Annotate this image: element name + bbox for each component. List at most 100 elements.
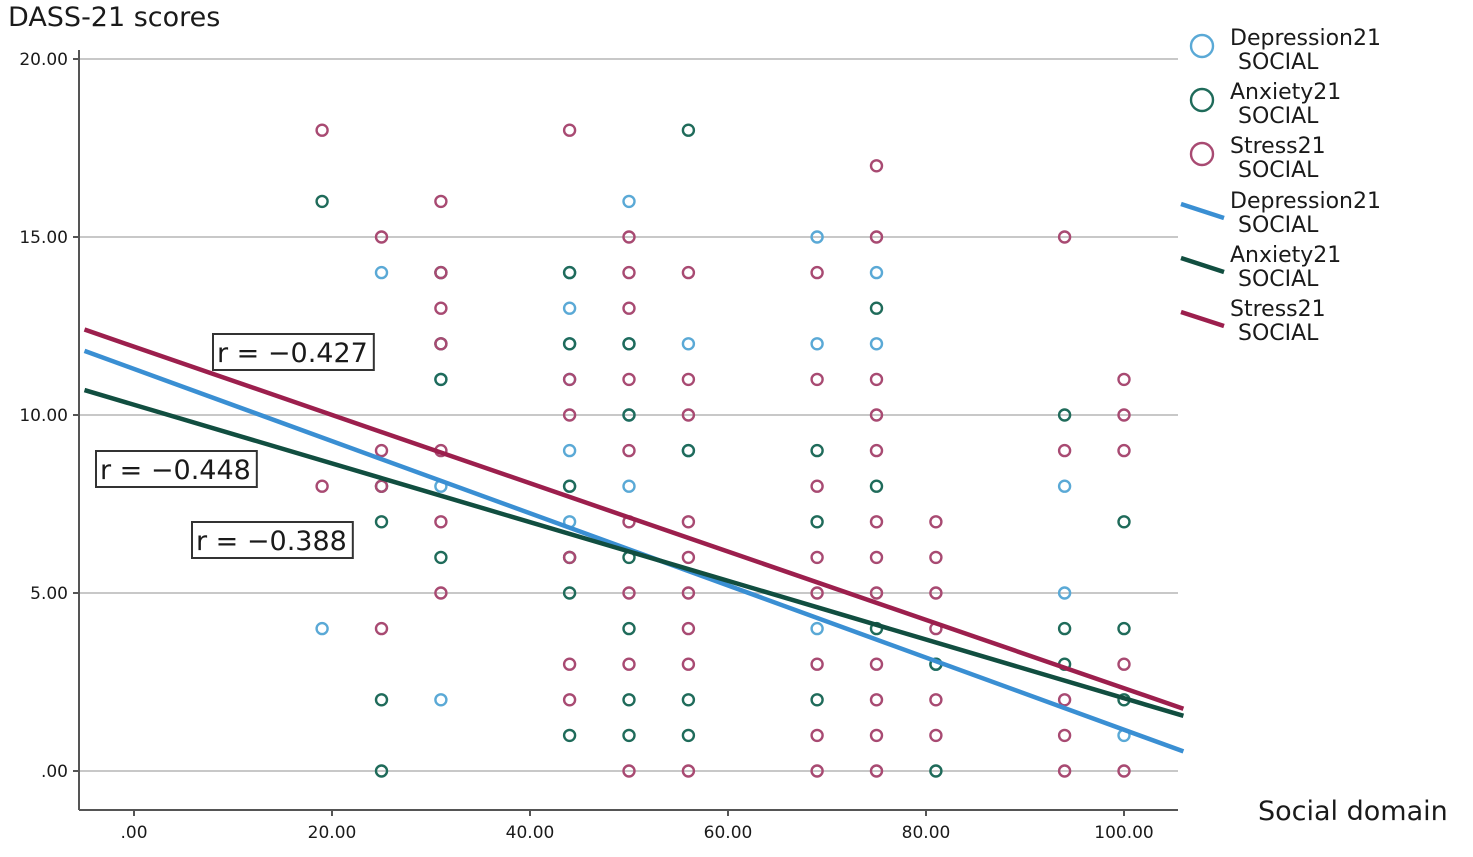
depression-point bbox=[622, 194, 636, 209]
stress-point bbox=[434, 194, 448, 209]
anxiety-point bbox=[810, 515, 824, 529]
anxiety-point bbox=[869, 301, 884, 315]
stress-point bbox=[374, 621, 389, 636]
stress-point bbox=[869, 372, 884, 387]
legend-marker-label-2: SOCIAL bbox=[1238, 104, 1319, 129]
stress-point bbox=[1117, 372, 1131, 387]
stress-point bbox=[562, 123, 577, 137]
stress-point bbox=[434, 515, 448, 529]
stress-point bbox=[1057, 230, 1072, 244]
stress-point bbox=[681, 515, 696, 529]
x-tick-label: 100.00 bbox=[1094, 823, 1153, 843]
stress-point bbox=[622, 586, 636, 600]
stress-point bbox=[869, 693, 884, 707]
stress-r-box bbox=[212, 333, 375, 371]
anxiety-point bbox=[434, 550, 448, 565]
depression-point bbox=[434, 693, 448, 707]
legend-line-label-2: SOCIAL bbox=[1238, 267, 1319, 292]
stress-point bbox=[562, 372, 577, 387]
y-tick-label: 10.00 bbox=[19, 406, 68, 426]
legend-line-label-2: SOCIAL bbox=[1238, 321, 1319, 346]
depression-point bbox=[622, 479, 636, 493]
anxiety-point bbox=[622, 621, 636, 636]
anxiety-point bbox=[622, 728, 636, 743]
stress-fit-line bbox=[83, 327, 1185, 711]
stress-point bbox=[622, 230, 636, 244]
anxiety-point bbox=[1117, 621, 1131, 636]
depression-point bbox=[810, 621, 824, 636]
stress-point bbox=[434, 586, 448, 600]
anxiety-point bbox=[929, 764, 943, 778]
stress-point bbox=[929, 515, 943, 529]
stress-point bbox=[1117, 657, 1131, 671]
stress-point bbox=[929, 693, 943, 707]
legend-line-0 bbox=[1180, 201, 1225, 221]
stress-point bbox=[1057, 728, 1072, 743]
stress-point bbox=[374, 443, 389, 458]
anxiety-point bbox=[434, 372, 448, 387]
stress-point bbox=[810, 728, 824, 743]
stress-point bbox=[622, 764, 636, 778]
stress-point bbox=[810, 764, 824, 778]
legend-marker-label: Depression21 bbox=[1230, 26, 1381, 51]
axes bbox=[78, 50, 1178, 811]
correlation-labels: r = −0.427 r = −0.448 r = −0.388 bbox=[95, 333, 375, 559]
stress-point bbox=[622, 657, 636, 671]
stress-point bbox=[681, 657, 696, 671]
stress-point bbox=[929, 550, 943, 565]
anxiety-point bbox=[1117, 515, 1131, 529]
stress-point bbox=[681, 621, 696, 636]
depression-point bbox=[1057, 586, 1072, 600]
stress-point bbox=[622, 301, 636, 315]
stress-point bbox=[869, 657, 884, 671]
legend-marker-label: Stress21 bbox=[1230, 134, 1326, 159]
stress-point bbox=[810, 550, 824, 565]
anxiety-point bbox=[681, 123, 696, 137]
anxiety-point bbox=[869, 479, 884, 493]
anxiety-point bbox=[681, 728, 696, 743]
stress-point bbox=[681, 372, 696, 387]
stress-point bbox=[869, 159, 884, 173]
legend-marker-0 bbox=[1189, 33, 1215, 59]
stress-point bbox=[810, 479, 824, 493]
anxiety-point bbox=[681, 693, 696, 707]
legend-line-1 bbox=[1180, 255, 1225, 275]
depression-point bbox=[1057, 479, 1072, 493]
stress-point bbox=[562, 408, 577, 422]
x-tick-label: .00 bbox=[120, 823, 147, 843]
stress-point bbox=[434, 265, 448, 280]
depression-r-label: r = −0.448 bbox=[100, 455, 251, 486]
legend-line-label-2: SOCIAL bbox=[1238, 213, 1319, 238]
stress-point bbox=[681, 764, 696, 778]
legend-line-label: Depression21 bbox=[1230, 189, 1381, 214]
legend: Depression21SOCIALAnxiety21SOCIALStress2… bbox=[1180, 26, 1381, 346]
stress-point bbox=[622, 443, 636, 458]
anxiety-point bbox=[562, 265, 577, 280]
depression-point bbox=[562, 443, 577, 458]
stress-point bbox=[374, 230, 389, 244]
x-tick-label: 20.00 bbox=[308, 823, 357, 843]
anxiety-point bbox=[562, 586, 577, 600]
y-tick-label: 15.00 bbox=[19, 228, 68, 248]
legend-marker-label-2: SOCIAL bbox=[1238, 50, 1319, 75]
anxiety-fit-line bbox=[83, 387, 1185, 718]
legend-line-2 bbox=[1180, 309, 1225, 329]
stress-point bbox=[869, 230, 884, 244]
anxiety-point bbox=[374, 693, 389, 707]
stress-r-label: r = −0.427 bbox=[217, 338, 368, 369]
stress-point bbox=[1117, 408, 1131, 422]
stress-point bbox=[1057, 443, 1072, 458]
anxiety-point bbox=[1057, 408, 1072, 422]
stress-point bbox=[681, 550, 696, 565]
anxiety-r-label: r = −0.388 bbox=[196, 526, 347, 557]
anxiety-point bbox=[374, 764, 389, 778]
stress-point bbox=[929, 728, 943, 743]
stress-point bbox=[869, 550, 884, 565]
x-axis-title: Social domain bbox=[1258, 796, 1448, 827]
stress-point bbox=[869, 728, 884, 743]
legend-line-label: Stress21 bbox=[1230, 297, 1326, 322]
stress-point bbox=[810, 265, 824, 280]
stress-point bbox=[929, 586, 943, 600]
anxiety-point bbox=[1057, 621, 1072, 636]
